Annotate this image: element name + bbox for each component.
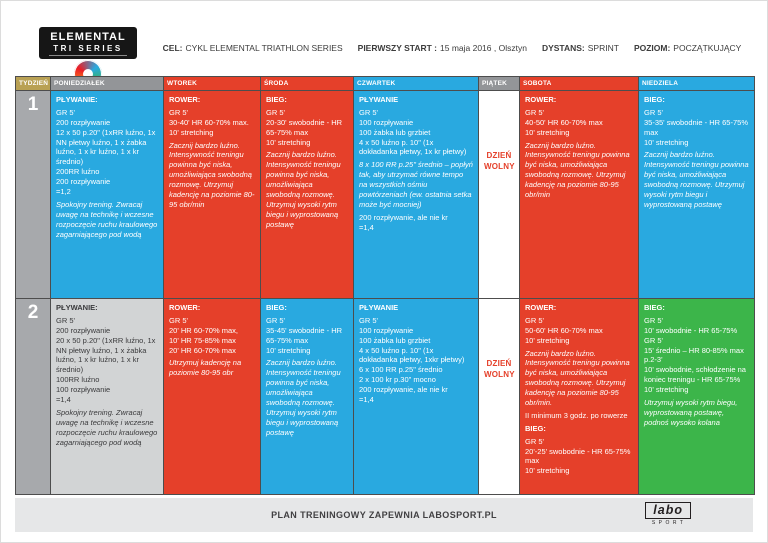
cell-week2-poniedzialek: PŁYWANIE: GR 5' 200 rozpływanie 20 x 50 p… [51,299,163,494]
meta-start-value: 15 maja 2016 , Olsztyn [440,43,527,53]
cell-week1-wtorek: ROWER: GR 5' 30-40' HR 60-70% max. 10' st… [164,91,260,298]
cell-week2-sroda: BIEG: GR 5' 35-45' swobodnie - HR 65-75% … [261,299,353,494]
col-header-sroda: ŚRODA [261,77,353,90]
labosport-logo: labo SPORT [645,502,691,526]
plan-meta: CEL: CYKL ELEMENTAL TRIATHLON SERIES PIER… [151,43,753,53]
footer-bar: PLAN TRENINGOWY ZAPEWNIA LABOSPORT.PL la… [15,498,753,532]
col-header-niedziela: NIEDZIELA [639,77,754,90]
meta-dystans-value: SPRINT [587,43,619,53]
meta-cel: CEL: CYKL ELEMENTAL TRIATHLON SERIES [163,43,343,53]
meta-poziom-value: POCZĄTKUJĄCY [673,43,742,53]
cell-week2-niedziela: BIEG: GR 5' 10' swobodnie - HR 65-75% GR … [639,299,754,494]
meta-poziom-label: POZIOM: [633,43,671,53]
top-bar: ELEMENTAL TRI SERIES CEL: CYKL ELEMENTAL … [15,25,753,88]
brand-box: ELEMENTAL TRI SERIES [39,27,137,59]
cell-week1-poniedzialek: PŁYWANIE: GR 5' 200 rozpływanie 12 x 50 p… [51,91,163,298]
cell-week2-sobota: ROWER: GR 5' 50-60' HR 60-70% max 10' str… [520,299,638,494]
meta-cel-label: CEL: [162,43,183,53]
cell-week1-sobota: ROWER: GR 5' 40-50' HR 60-70% max 10' str… [520,91,638,298]
training-plan-table: TYDZIEŃ PONIEDZIAŁEK WTOREK ŚRODA CZWART… [15,76,755,495]
meta-start: PIERWSZY START :15 maja 2016 , Olsztyn [358,43,527,53]
cell-week2-wtorek: ROWER: GR 5' 20' HR 60-70% max, 10' HR 75… [164,299,260,494]
footer-note: PLAN TRENINGOWY ZAPEWNIA LABOSPORT.PL [271,510,497,520]
col-header-czwartek: CZWARTEK [354,77,478,90]
col-header-wtorek: WTOREK [164,77,260,90]
meta-cel-value: CYKL ELEMENTAL TRIATHLON SERIES [185,43,343,53]
week-number-1: 1 [16,91,50,298]
brand-subname: TRI SERIES [53,44,123,53]
brand-name: ELEMENTAL [50,31,126,43]
brand-logo: ELEMENTAL TRI SERIES [39,27,137,88]
meta-dystans-label: DYSTANS: [541,43,585,53]
col-header-tydzien: TYDZIEŃ [16,77,50,90]
col-header-sobota: SOBOTA [520,77,638,90]
week-number-2: 2 [16,299,50,494]
meta-dystans: DYSTANS: SPRINT [542,43,619,53]
col-header-poniedzialek: PONIEDZIAŁEK [51,77,163,90]
meta-poziom: POZIOM: POCZĄTKUJĄCY [634,43,741,53]
meta-start-label: PIERWSZY START : [357,43,437,53]
cell-week1-sroda: BIEG: GR 5' 20-30' swobodnie - HR 65-75% … [261,91,353,298]
cell-week1-piatek-rest-day: DZIEŃ WOLNY [479,91,519,298]
labosport-logo-sub: SPORT [651,520,687,526]
col-header-piatek: PIĄTEK [479,77,519,90]
cell-week2-piatek-rest-day: DZIEŃ WOLNY [479,299,519,494]
cell-week2-czwartek: PŁYWANIE GR 5' 100 rozpływanie 100 żabka … [354,299,478,494]
cell-week1-niedziela: BIEG: GR 5' 35-35' swobodnie - HR 65-75% … [639,91,754,298]
cell-week1-czwartek: PŁYWANIE GR 5' 100 rozpływanie 100 żabka … [354,91,478,298]
labosport-logo-text: labo [645,502,691,519]
brand-divider [49,55,127,56]
